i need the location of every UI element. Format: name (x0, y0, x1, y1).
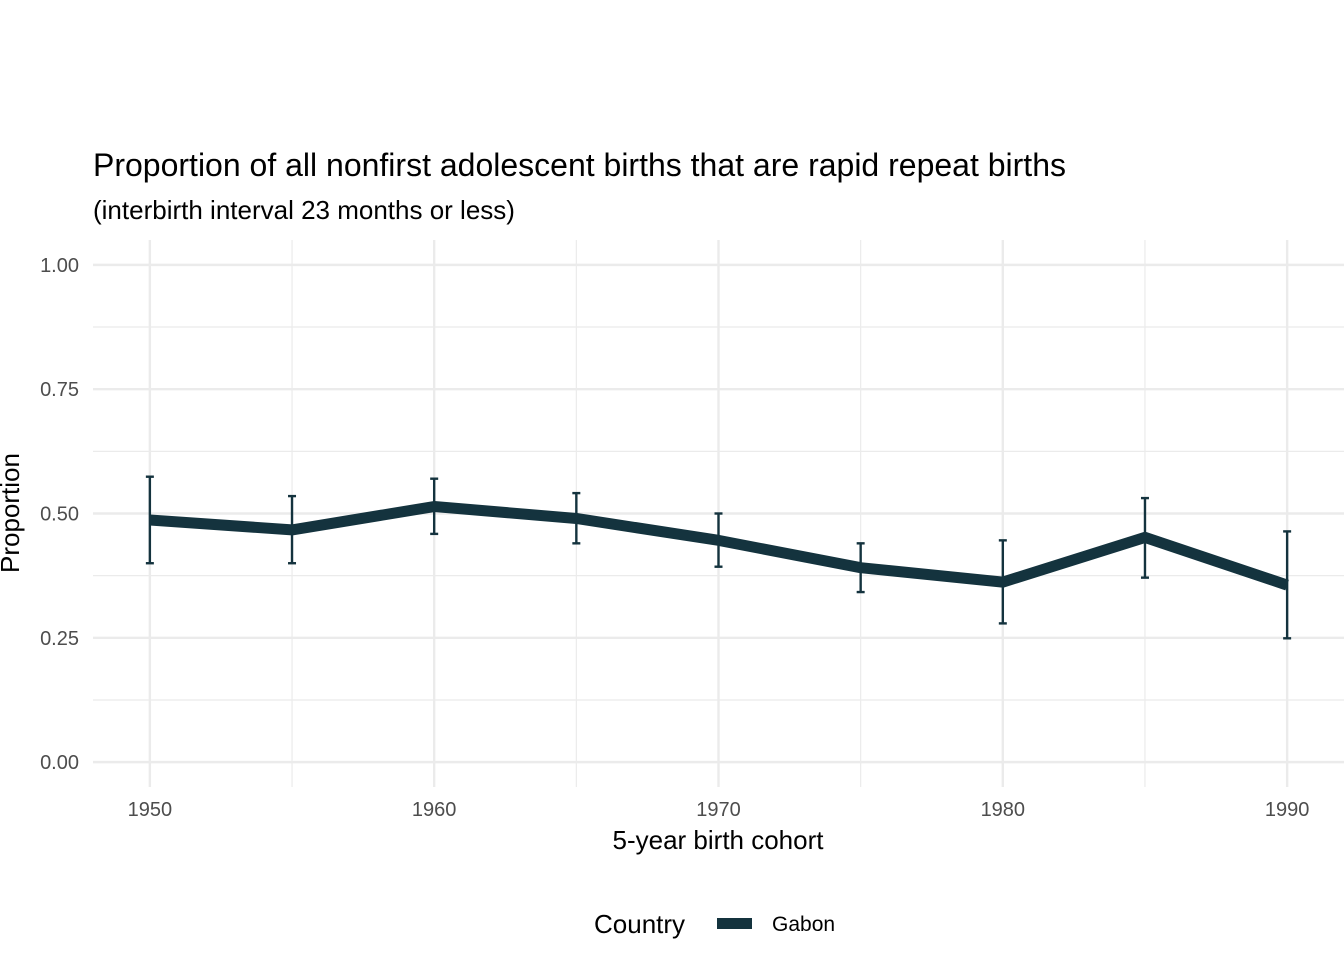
legend-label-gabon: Gabon (772, 913, 835, 936)
x-axis-title: 5-year birth cohort (613, 825, 825, 855)
y-tick-label: 0.00 (40, 752, 79, 774)
legend: Country Gabon (594, 909, 835, 939)
x-tick-label: 1960 (412, 799, 457, 821)
y-tick-label: 1.00 (40, 255, 79, 277)
x-tick-label: 1990 (1265, 799, 1310, 821)
chart-title: Proportion of all nonfirst adolescent bi… (93, 147, 1066, 183)
y-tick-label: 0.25 (40, 628, 79, 650)
x-tick-label: 1950 (128, 799, 173, 821)
y-axis-title: Proportion (0, 453, 25, 573)
x-tick-label: 1970 (696, 799, 741, 821)
y-axis-ticks: 0.00 0.25 0.50 0.75 1.00 (40, 255, 79, 774)
legend-title: Country (594, 909, 685, 939)
legend-key-gabon (717, 918, 752, 929)
chart-subtitle: (interbirth interval 23 months or less) (93, 195, 515, 225)
x-axis-ticks: 1950 1960 1970 1980 1990 (128, 799, 1310, 821)
series-lines (149, 501, 1289, 591)
series-line-gabon (149, 501, 1289, 591)
x-tick-label: 1980 (981, 799, 1026, 821)
y-tick-label: 0.75 (40, 379, 79, 401)
y-tick-label: 0.50 (40, 504, 79, 526)
